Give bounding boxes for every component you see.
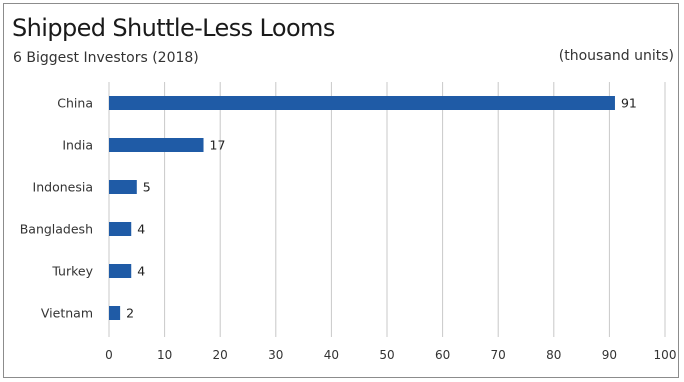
data-label: 2 — [126, 306, 134, 321]
category-label: India — [62, 138, 93, 153]
data-label: 5 — [143, 180, 151, 195]
x-tick-label: 0 — [105, 348, 113, 362]
bar-vietnam — [109, 306, 121, 320]
category-label: Vietnam — [41, 306, 93, 321]
data-label: 17 — [210, 138, 226, 153]
x-tick-label: 100 — [654, 348, 677, 362]
bar-turkey — [109, 264, 132, 278]
bar-china — [109, 96, 615, 110]
gridlines — [108, 82, 666, 337]
x-tick-label: 10 — [157, 348, 172, 362]
labels: 0 10 20 30 40 50 60 70 80 90 100 China 91 India 17 Indo… — [20, 96, 677, 363]
bar-india — [109, 138, 204, 152]
bar-indonesia — [109, 180, 137, 194]
data-label: 4 — [137, 264, 145, 279]
x-tick-label: 50 — [379, 348, 394, 362]
x-tick-label: 70 — [491, 348, 506, 362]
x-tick-label: 30 — [268, 348, 283, 362]
data-label: 4 — [137, 222, 145, 237]
unit-label: (thousand units) — [558, 48, 674, 64]
bars — [109, 96, 615, 320]
category-label: China — [57, 96, 93, 111]
bar-bangladesh — [109, 222, 132, 236]
x-tick-label: 20 — [213, 348, 228, 362]
x-tick-label: 80 — [546, 348, 561, 362]
data-label: 91 — [621, 96, 637, 111]
category-label: Turkey — [51, 264, 93, 279]
category-label: Indonesia — [33, 180, 93, 195]
chart-subtitle: 6 Biggest Investors (2018) — [13, 50, 199, 66]
x-tick-label: 60 — [435, 348, 450, 362]
x-tick-label: 90 — [602, 348, 617, 362]
x-tick-label: 40 — [324, 348, 339, 362]
category-label: Bangladesh — [20, 222, 93, 237]
chart-title: Shipped Shuttle-Less Looms — [12, 14, 335, 42]
